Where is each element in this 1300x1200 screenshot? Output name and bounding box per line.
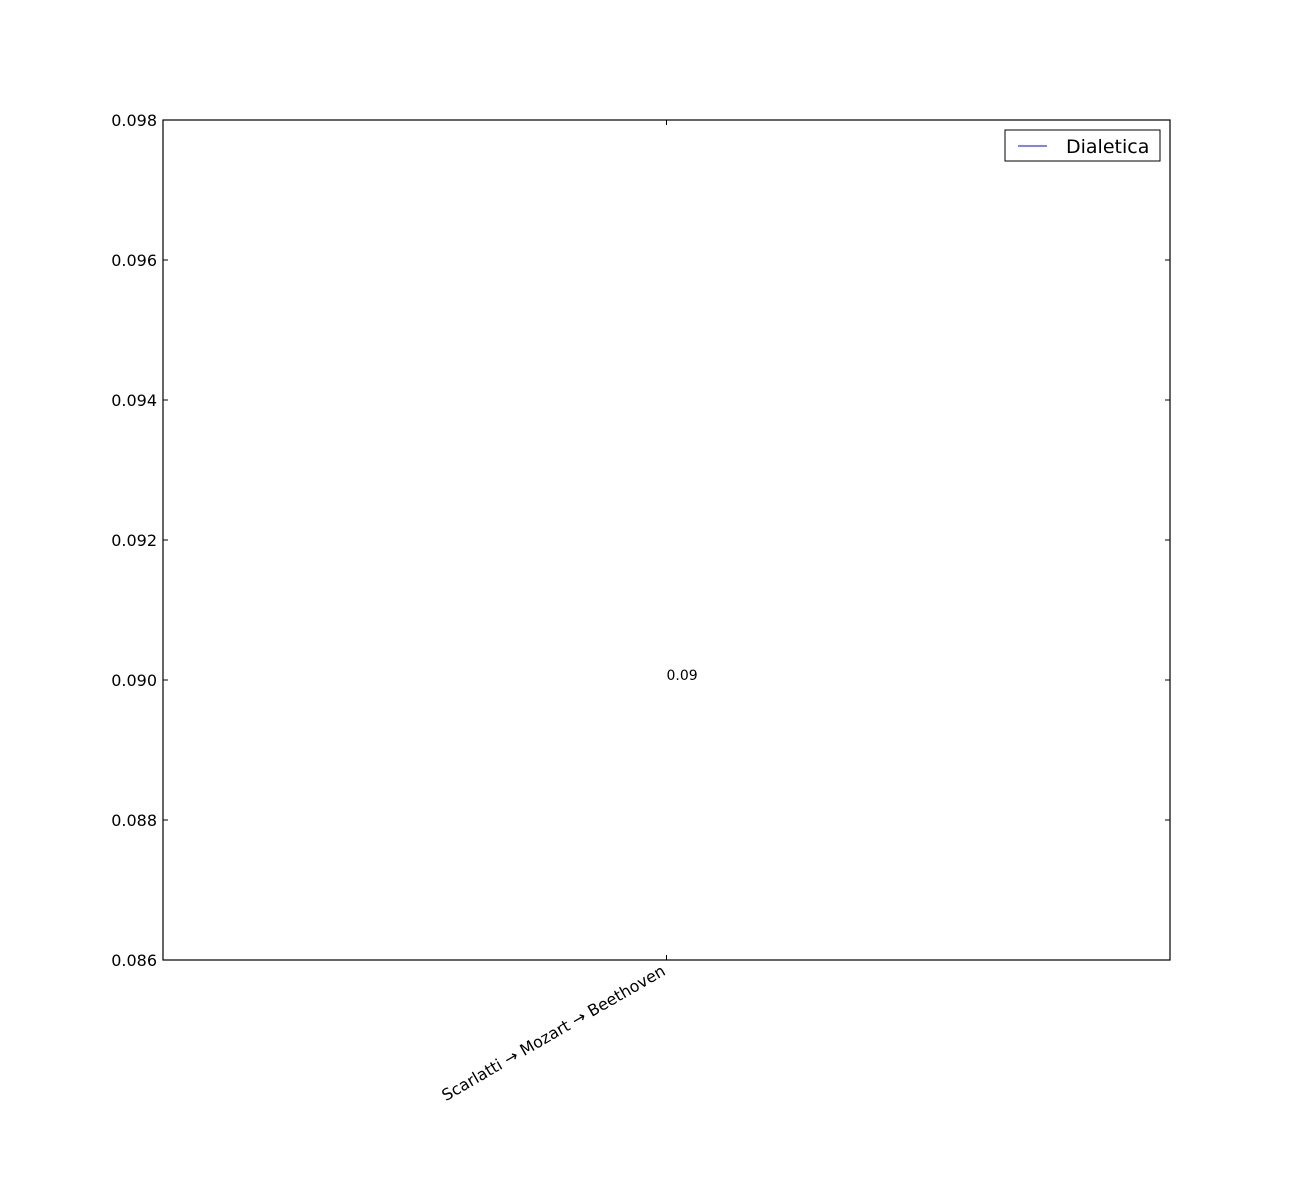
y-tick-label: 0.096	[111, 251, 157, 270]
y-tick-label: 0.088	[111, 811, 157, 830]
y-tick-label: 0.090	[111, 671, 157, 690]
x-tick-label: Scarlatti → Mozart → Beethoven	[438, 961, 668, 1105]
legend-label-dialetica: Dialetica	[1066, 136, 1149, 158]
y-tick-label: 0.094	[111, 391, 157, 410]
series-layer: 0.09	[667, 668, 698, 684]
data-label: 0.09	[667, 668, 698, 684]
plot-area	[163, 120, 1170, 960]
y-tick-label: 0.092	[111, 531, 157, 550]
y-tick-label: 0.098	[111, 111, 157, 130]
plot-frame	[162, 119, 1171, 961]
y-tick-label: 0.086	[111, 951, 157, 970]
legend: Dialetica	[1004, 129, 1161, 162]
